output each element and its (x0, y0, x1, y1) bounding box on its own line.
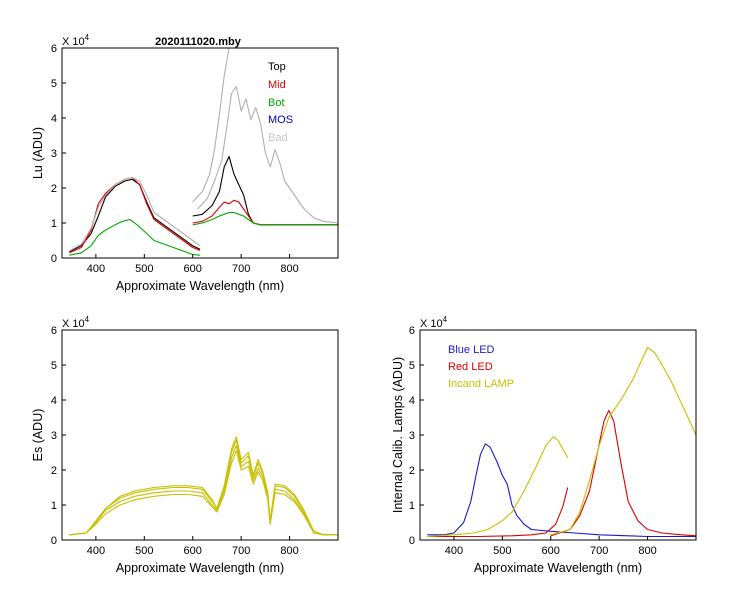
lu-y-tick-label: 2 (51, 183, 57, 195)
lu-y-label: Lu (ADU) (31, 127, 45, 179)
lamps-y-tick-label: 0 (409, 535, 415, 547)
es-y-tick-label: 6 (51, 325, 57, 337)
lu-y-tick-label: 5 (51, 78, 57, 90)
lamps-series-red-led-seg-0 (427, 487, 569, 538)
legend-blue-led: Blue LED (448, 344, 495, 356)
lu-x-tick-label: 400 (87, 263, 105, 275)
lamps-series-incand-lamp-seg-1 (550, 346, 696, 536)
es-panel: X 104 0 1 2 3 4 5 6 400 500 600 700 800 Approximat… (31, 315, 339, 575)
lu-y-tick-label: 1 (51, 218, 57, 230)
es-y-tick-label: 0 (51, 535, 57, 547)
lamps-y-tick-label: 6 (409, 325, 415, 337)
legend-incand-lamp: Incand LAMP (448, 378, 514, 390)
lamps-y-ticks: 0 1 2 3 4 5 6 (409, 325, 424, 547)
lamps-legend: Blue LED Red LED Incand LAMP (448, 344, 514, 390)
lu-x-tick-label: 800 (280, 263, 298, 275)
lamps-series-blue-led-seg-0 (427, 443, 696, 538)
lamps-x-tick-label: 400 (445, 545, 463, 557)
lu-x-tick-label: 700 (232, 263, 250, 275)
lu-series-mid-seg-1 (192, 199, 338, 226)
es-x-label: Approximate Wavelength (nm) (116, 561, 284, 575)
lu-series-lines (69, 48, 338, 256)
es-series-es-2-seg-0 (69, 444, 338, 536)
lamps-x-tick-label: 800 (638, 545, 656, 557)
es-series-es-4-seg-0 (69, 436, 338, 536)
es-x-tick-label: 400 (87, 545, 105, 557)
legend-top: Top (268, 61, 286, 73)
lamps-y-label: Internal Calib. Lamps (ADU) (391, 357, 405, 513)
lu-panel: 2020111020.mby X 104 0 1 2 3 4 5 6 400 500 600 70… (31, 33, 339, 293)
legend-bad: Bad (268, 132, 288, 144)
lamps-x-tick-label: 700 (590, 545, 608, 557)
lamps-series-lines (427, 346, 696, 538)
lamps-series-incand-lamp-seg-0 (427, 436, 569, 538)
lu-series-top-seg-0 (69, 178, 201, 253)
legend-red-led: Red LED (448, 361, 493, 373)
es-x-ticks: 400 500 600 700 800 (87, 536, 299, 557)
lu-x-ticks: 400 500 600 700 800 (87, 254, 299, 275)
es-x-tick-label: 600 (184, 545, 202, 557)
lamps-x-tick-label: 500 (493, 545, 511, 557)
lu-series-bad-seg-0 (69, 176, 201, 252)
lu-y-tick-label: 0 (51, 253, 57, 265)
es-y-tick-label: 5 (51, 360, 57, 372)
lu-y-tick-label: 6 (51, 43, 57, 55)
es-x-tick-label: 800 (280, 545, 298, 557)
es-x-tick-label: 700 (232, 545, 250, 557)
lamps-y-tick-label: 1 (409, 500, 415, 512)
lamps-y-tick-label: 2 (409, 465, 415, 477)
lamps-y-tick-label: 4 (409, 395, 415, 407)
es-plot-frame (61, 329, 339, 541)
es-y-tick-label: 4 (51, 395, 57, 407)
es-y-tick-label: 3 (51, 430, 57, 442)
lu-series-bad-seg-2 (197, 85, 338, 224)
lu-title: 2020111020.mby (155, 36, 242, 48)
lamps-x-tick-label: 600 (542, 545, 560, 557)
es-y-label: Es (ADU) (31, 409, 45, 462)
lu-series-top-seg-1 (192, 155, 338, 226)
lu-series-bad-seg-1 (192, 48, 230, 203)
lu-y-ticks: 0 1 2 3 4 5 6 (51, 43, 66, 265)
lu-legend: Top Mid Bot MOS Bad (268, 61, 293, 144)
lu-x-tick-label: 500 (135, 263, 153, 275)
es-y-tick-label: 2 (51, 465, 57, 477)
lu-series-bot-seg-1 (192, 211, 338, 226)
lu-x-label: Approximate Wavelength (nm) (116, 279, 284, 293)
lamps-y-tick-label: 3 (409, 430, 415, 442)
es-series-lines (69, 436, 338, 536)
legend-mid: Mid (268, 79, 286, 91)
es-exponent: X 104 (62, 315, 90, 330)
lamps-x-label: Approximate Wavelength (nm) (474, 561, 642, 575)
es-y-tick-label: 1 (51, 500, 57, 512)
es-series-es-3-seg-0 (69, 450, 338, 536)
lamps-series-red-led-seg-1 (550, 409, 696, 537)
legend-bot: Bot (268, 97, 285, 109)
es-x-tick-label: 500 (135, 545, 153, 557)
lamps-y-tick-label: 5 (409, 360, 415, 372)
lamps-exponent: X 104 (420, 315, 448, 330)
lu-plot-frame (61, 47, 339, 259)
legend-mos: MOS (268, 114, 293, 126)
es-series-es-1-seg-0 (69, 439, 338, 536)
lamps-panel: X 104 0 1 2 3 4 5 6 400 500 600 700 800 Approximat… (391, 315, 697, 575)
lu-x-tick-label: 600 (184, 263, 202, 275)
lamps-x-ticks: 400 500 600 700 800 (445, 536, 657, 557)
es-y-ticks: 0 1 2 3 4 5 6 (51, 325, 66, 547)
lu-y-tick-label: 4 (51, 113, 57, 125)
lu-y-tick-label: 3 (51, 148, 57, 160)
lu-series-mid-seg-0 (69, 176, 201, 254)
lu-exponent: X 104 (62, 33, 90, 48)
lu-series-bot-seg-0 (69, 218, 201, 256)
